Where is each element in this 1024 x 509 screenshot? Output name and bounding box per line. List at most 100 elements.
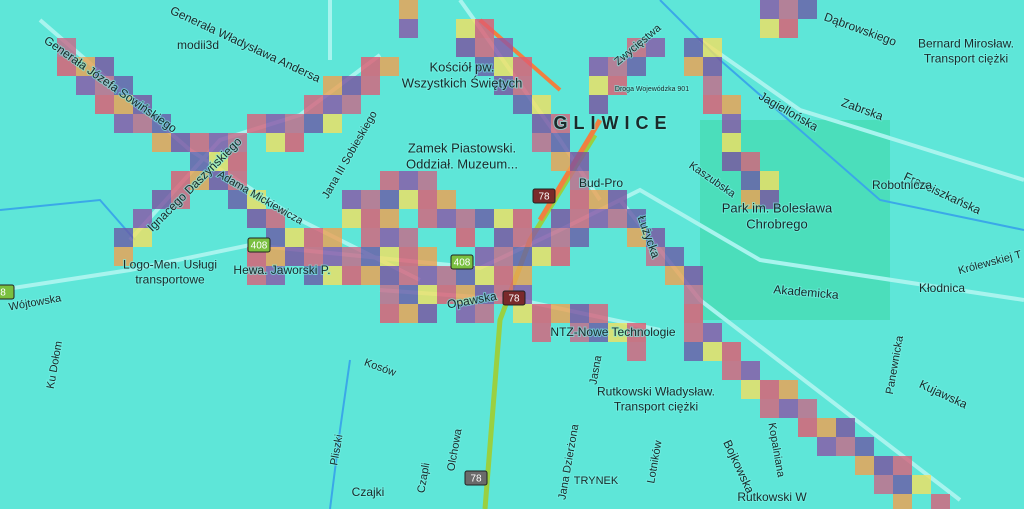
heat-cell	[114, 76, 133, 95]
heat-cell	[171, 171, 190, 190]
heat-cell	[114, 247, 133, 266]
heat-cell	[399, 228, 418, 247]
heat-cell	[551, 247, 570, 266]
heat-cell	[285, 114, 304, 133]
heat-cell	[646, 38, 665, 57]
road-shield-label: 78	[538, 192, 550, 203]
heat-cell	[570, 323, 589, 342]
heat-cell	[380, 209, 399, 228]
heat-cell	[323, 114, 342, 133]
heat-cell	[323, 95, 342, 114]
label-text: transportowe	[135, 273, 205, 287]
map-label: Rutkowski W	[736, 489, 808, 505]
heat-cell	[95, 57, 114, 76]
heat-cell	[684, 342, 703, 361]
heat-cell	[836, 418, 855, 437]
heat-cell	[760, 171, 779, 190]
label-text: Logo-Men. Usługi	[123, 258, 217, 272]
heat-cell	[437, 266, 456, 285]
heat-cell	[741, 152, 760, 171]
label-text: Hewa. Jaworski P.	[233, 263, 330, 277]
heat-cell	[665, 266, 684, 285]
map-label: TRYNEK	[573, 474, 620, 488]
heat-cell	[513, 247, 532, 266]
heat-cell	[646, 247, 665, 266]
heat-cell	[817, 437, 836, 456]
heat-cell	[228, 171, 247, 190]
heat-cell	[722, 133, 741, 152]
heat-cell	[532, 133, 551, 152]
heat-cell	[779, 19, 798, 38]
heat-cell	[437, 190, 456, 209]
map-label: Robotnicza	[871, 177, 933, 193]
heat-cell	[285, 228, 304, 247]
heat-cell	[475, 57, 494, 76]
heat-cell	[380, 57, 399, 76]
heat-cell	[494, 228, 513, 247]
road-shield	[502, 290, 526, 306]
map-label: Bud-Pro	[578, 175, 624, 191]
heat-cell	[513, 209, 532, 228]
river	[659, 0, 1024, 231]
heat-cell	[703, 323, 722, 342]
heat-cell	[855, 456, 874, 475]
heat-cell	[608, 76, 627, 95]
heat-cell	[798, 0, 817, 19]
road-shield	[450, 254, 474, 270]
heat-cell	[342, 95, 361, 114]
heat-cell	[361, 247, 380, 266]
heat-cell	[703, 342, 722, 361]
heat-cell	[190, 152, 209, 171]
heat-cell	[114, 228, 133, 247]
heat-cell	[418, 304, 437, 323]
heat-cell	[722, 342, 741, 361]
heat-cell	[513, 304, 532, 323]
heat-cell	[570, 190, 589, 209]
heat-cell	[304, 114, 323, 133]
heat-cell	[570, 228, 589, 247]
heat-cell	[684, 323, 703, 342]
heat-cell	[380, 247, 399, 266]
heat-cell	[779, 399, 798, 418]
heat-cell	[684, 304, 703, 323]
heat-cell	[608, 323, 627, 342]
label-text: Transport ciężki	[614, 400, 698, 414]
map-label: Czajki	[351, 484, 386, 500]
heat-cell	[361, 266, 380, 285]
heat-cell	[589, 209, 608, 228]
label-text: Transport ciężki	[924, 52, 1008, 66]
heat-cell	[627, 342, 646, 361]
heat-cell	[342, 76, 361, 95]
heat-cell	[456, 228, 475, 247]
heat-cell	[285, 133, 304, 152]
heat-cell	[152, 114, 171, 133]
heat-cell	[418, 285, 437, 304]
heat-cell	[133, 114, 152, 133]
heat-cell	[532, 228, 551, 247]
heat-cell	[608, 57, 627, 76]
heat-cell	[266, 247, 285, 266]
heat-cell	[57, 57, 76, 76]
heat-cell	[684, 57, 703, 76]
heat-cell	[76, 76, 95, 95]
heat-cell	[266, 266, 285, 285]
map-label: Akademicka	[772, 281, 841, 303]
heat-cell	[228, 152, 247, 171]
heat-cell	[323, 266, 342, 285]
heat-cell	[133, 209, 152, 228]
map-label: Kłodnica	[918, 280, 966, 296]
label-text: Robotnicza	[872, 178, 932, 192]
heat-cell	[456, 266, 475, 285]
heat-cell	[836, 437, 855, 456]
heat-cell	[361, 209, 380, 228]
heat-cell	[494, 209, 513, 228]
map-label: Zamek Piastowski.Oddział. Muzeum...	[405, 139, 519, 172]
heat-cell	[874, 456, 893, 475]
heat-cell	[342, 209, 361, 228]
river	[329, 359, 351, 509]
heat-cell	[551, 209, 570, 228]
heat-cell	[551, 228, 570, 247]
label-text: Zamek Piastowski.	[408, 140, 516, 155]
heat-cell	[513, 76, 532, 95]
heat-cell	[114, 95, 133, 114]
